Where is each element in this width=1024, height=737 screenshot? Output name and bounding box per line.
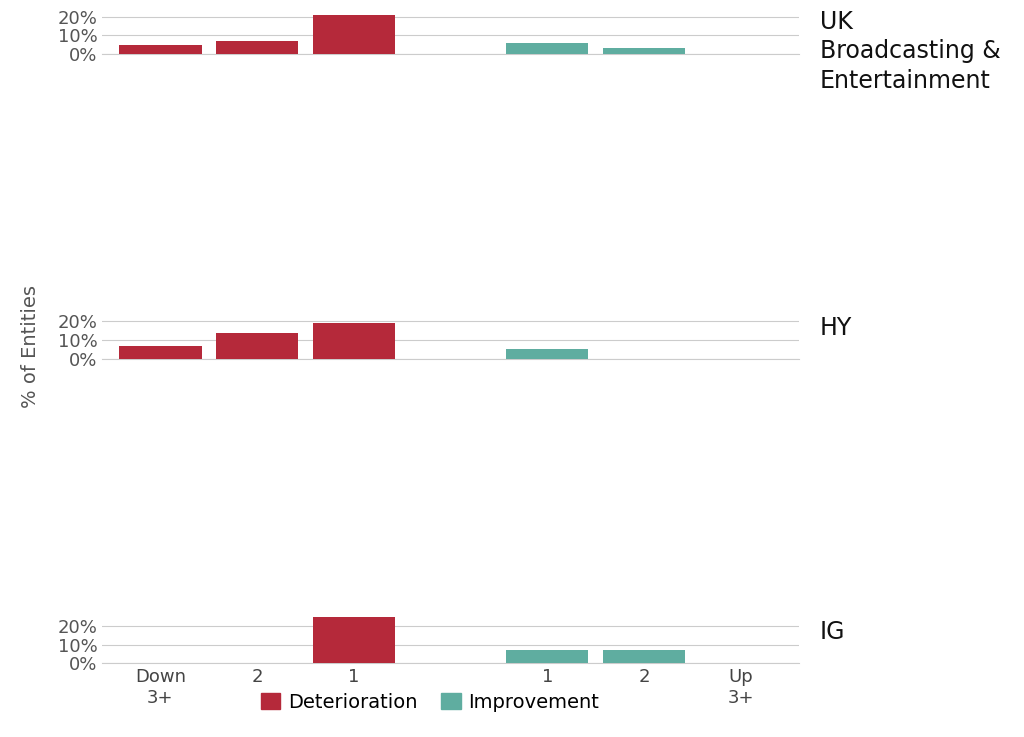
Bar bbox=[120, 346, 202, 359]
Text: UK
Broadcasting &
Entertainment: UK Broadcasting & Entertainment bbox=[819, 10, 1000, 93]
Bar bbox=[216, 332, 298, 359]
Bar bbox=[312, 324, 395, 359]
Text: % of Entities: % of Entities bbox=[22, 285, 40, 408]
Bar bbox=[120, 45, 202, 54]
Legend: Deterioration, Improvement: Deterioration, Improvement bbox=[253, 685, 607, 720]
Bar bbox=[312, 15, 395, 54]
Bar bbox=[216, 41, 298, 54]
Bar bbox=[603, 49, 685, 54]
Bar bbox=[506, 349, 589, 359]
Text: IG: IG bbox=[819, 621, 845, 644]
Bar bbox=[312, 617, 395, 663]
Bar bbox=[603, 650, 685, 663]
Bar bbox=[506, 650, 589, 663]
Bar bbox=[506, 43, 589, 54]
Text: HY: HY bbox=[819, 315, 852, 340]
